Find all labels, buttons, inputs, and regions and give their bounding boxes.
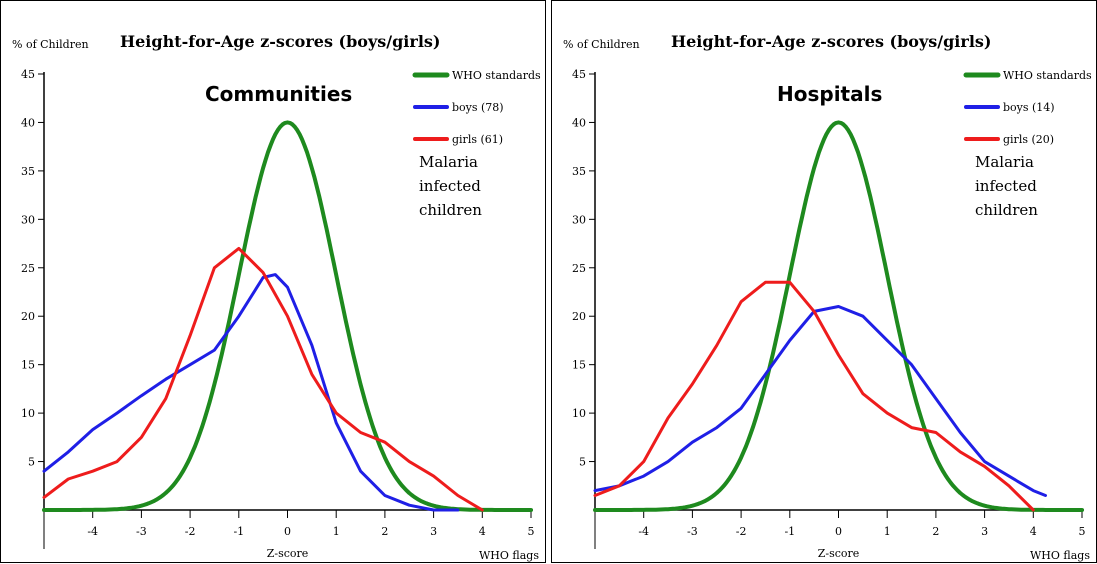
x-tick-label: -4 <box>87 525 98 538</box>
y-tick-label: 30 <box>21 213 35 226</box>
y-tick-label: 20 <box>572 310 586 323</box>
legend-label-boys: boys (14) <box>1003 101 1055 114</box>
y-tick-label: 30 <box>572 213 586 226</box>
x-tick-label: 3 <box>430 525 437 538</box>
annotation-line: infected <box>419 177 481 195</box>
y-tick-label: 15 <box>21 359 35 372</box>
x-tick-label: 1 <box>333 525 340 538</box>
x-tick-label: -4 <box>638 525 649 538</box>
chart-title: Height-for-Age z-scores (boys/girls) <box>671 32 991 51</box>
y-tick-label: 45 <box>572 68 586 81</box>
x-tick-label: -3 <box>687 525 698 538</box>
chart-svg-hospitals: % of Children Height-for-Age z-scores (bo… <box>563 32 1092 562</box>
annotation-line: infected <box>975 177 1037 195</box>
annotation-line: Malaria <box>975 153 1034 171</box>
y-tick-label: 10 <box>572 407 586 420</box>
series-line-who <box>593 120 1084 512</box>
legend-label-girls: girls (61) <box>452 133 503 146</box>
x-tick-label: -2 <box>736 525 747 538</box>
legend-label-boys: boys (78) <box>452 101 504 114</box>
x-axis-label: Z-score <box>267 547 309 560</box>
y-tick-label: 35 <box>572 165 586 178</box>
x-tick-label: 0 <box>284 525 291 538</box>
legend-label-girls: girls (20) <box>1003 133 1054 146</box>
y-tick-label: 40 <box>572 116 586 129</box>
y-tick-label: 25 <box>572 262 586 275</box>
x-flag-label: WHO flags <box>1030 549 1090 562</box>
x-tick-label: 1 <box>884 525 891 538</box>
x-tick-label: -2 <box>185 525 196 538</box>
x-tick-label: 4 <box>479 525 486 538</box>
y-tick-label: 35 <box>21 165 35 178</box>
y-axis-label: % of Children <box>12 38 89 51</box>
panel-label: Hospitals <box>777 82 882 106</box>
series-line-boys <box>593 305 1047 497</box>
y-axis-label: % of Children <box>563 38 640 51</box>
x-tick-label: 0 <box>835 525 842 538</box>
y-tick-label: 45 <box>21 68 35 81</box>
annotation-line: Malaria <box>419 153 478 171</box>
x-tick-label: -1 <box>233 525 244 538</box>
annotation-line: children <box>419 201 482 219</box>
series-line-girls <box>593 280 1035 512</box>
chart-panel-hospitals: % of Children Height-for-Age z-scores (bo… <box>551 0 1097 563</box>
chart-svg-communities: % of Children Height-for-Age z-scores (bo… <box>12 32 541 562</box>
x-tick-label: 3 <box>981 525 988 538</box>
x-tick-label: 2 <box>932 525 939 538</box>
series-line-boys <box>42 273 460 512</box>
chart-title: Height-for-Age z-scores (boys/girls) <box>120 32 440 51</box>
legend-label-who: WHO standards <box>1003 69 1092 82</box>
y-tick-label: 10 <box>21 407 35 420</box>
y-tick-label: 15 <box>572 359 586 372</box>
x-tick-label: 2 <box>381 525 388 538</box>
x-flag-label: WHO flags <box>479 549 539 562</box>
x-tick-label: 5 <box>528 525 535 538</box>
annotation-line: children <box>975 201 1038 219</box>
chart-panel-communities: % of Children Height-for-Age z-scores (bo… <box>0 0 546 563</box>
x-axis-label: Z-score <box>818 547 860 560</box>
panel-label: Communities <box>205 82 352 106</box>
x-tick-label: 4 <box>1030 525 1037 538</box>
x-tick-label: -1 <box>784 525 795 538</box>
x-tick-label: 5 <box>1079 525 1086 538</box>
series-line-girls <box>42 246 484 512</box>
x-tick-label: -3 <box>136 525 147 538</box>
y-tick-label: 20 <box>21 310 35 323</box>
y-tick-label: 5 <box>28 456 35 469</box>
y-tick-label: 5 <box>579 456 586 469</box>
y-tick-label: 25 <box>21 262 35 275</box>
y-tick-label: 40 <box>21 116 35 129</box>
legend-label-who: WHO standards <box>452 69 541 82</box>
